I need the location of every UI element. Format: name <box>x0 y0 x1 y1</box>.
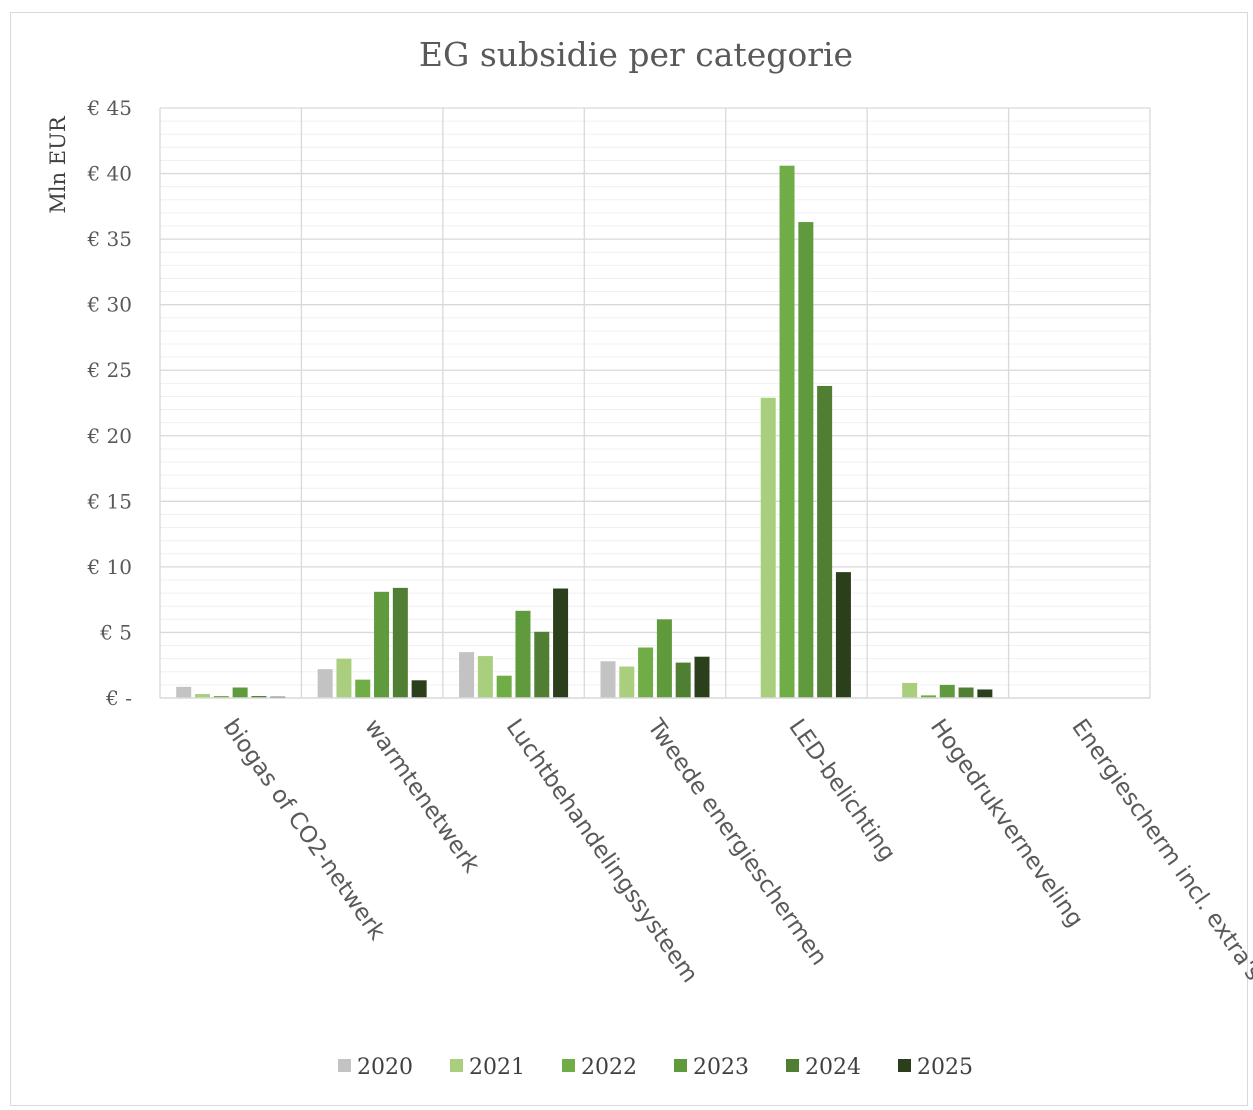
bar-2022 <box>779 165 795 698</box>
legend-swatch-2023 <box>674 1059 687 1072</box>
bar-2022 <box>496 675 512 698</box>
minor-gridlines <box>160 120 1150 686</box>
bar-2021 <box>902 682 918 698</box>
y-tick-label: € 15 <box>86 489 132 513</box>
bar-2023 <box>374 591 390 698</box>
category-gridlines <box>159 108 1151 698</box>
x-tick-label: biogas of CO2-netwerk <box>218 715 391 946</box>
bar-2023 <box>798 222 814 699</box>
legend-label-2024: 2024 <box>805 1055 861 1080</box>
y-tick-label: € - <box>105 686 132 710</box>
bar-2025 <box>694 656 710 698</box>
y-tick-label: € 45 <box>86 96 132 120</box>
legend-label-2023: 2023 <box>693 1055 749 1080</box>
x-tick-label: Energiescherm incl. extra's <box>1066 715 1253 986</box>
bar-2022 <box>920 695 936 698</box>
legend-swatch-2021 <box>450 1059 463 1072</box>
bar-2024 <box>251 696 267 698</box>
x-tick-label: LED-belichting <box>784 715 901 866</box>
bar-2021 <box>619 666 635 698</box>
bar-2024 <box>817 385 833 698</box>
bar-2021 <box>477 656 493 698</box>
y-tick-label: € 10 <box>86 555 132 579</box>
legend: 2020 2021 2022 2023 2024 2025 <box>338 1055 973 1080</box>
bar-2020 <box>176 686 192 698</box>
y-tick-label: € 35 <box>86 227 132 251</box>
y-tick-label: € 40 <box>86 162 132 186</box>
bar-2021 <box>760 397 776 698</box>
legend-swatch-2024 <box>786 1059 799 1072</box>
x-tick-label: warmtenetwerk <box>359 715 485 879</box>
legend-swatch-2022 <box>562 1059 575 1072</box>
bar-2020 <box>459 652 475 698</box>
bar-2022 <box>638 647 654 698</box>
bar-2024 <box>958 687 974 698</box>
legend-label-2025: 2025 <box>917 1055 973 1080</box>
legend-label-2020: 2020 <box>357 1055 413 1080</box>
bar-2025 <box>553 588 569 698</box>
bar-2024 <box>534 631 550 698</box>
bar-2024 <box>392 587 408 698</box>
bar-2020 <box>317 669 333 698</box>
bar-2025 <box>977 689 993 698</box>
y-tick-label: € 30 <box>86 293 132 317</box>
bar-2021 <box>195 694 211 698</box>
bar-2022 <box>355 679 371 698</box>
y-tick-labels: € - € 5 € 10 € 15 € 20 € 25 € 30 € 35 € 40 € 45 <box>86 96 132 710</box>
bar-2023 <box>939 684 955 698</box>
y-tick-label: € 5 <box>99 620 132 644</box>
bar-2025 <box>411 680 427 698</box>
y-tick-label: € 25 <box>86 358 132 382</box>
bar-2020 <box>600 661 616 698</box>
bar-2025 <box>835 572 851 698</box>
bar-2023 <box>232 687 248 698</box>
chart-frame <box>10 12 1248 1106</box>
bar-2023 <box>656 619 672 698</box>
legend-label-2022: 2022 <box>581 1055 637 1080</box>
chart-title: EG subsidie per categorie <box>419 35 853 74</box>
y-tick-label: € 20 <box>86 424 132 448</box>
legend-swatch-2020 <box>338 1059 351 1072</box>
y-axis-label: Mln EUR <box>46 115 70 213</box>
bar-2022 <box>213 696 229 698</box>
bar-2023 <box>515 610 531 698</box>
bar-2024 <box>675 662 691 698</box>
x-tick-label: Hogedrukverneveling <box>925 715 1088 933</box>
bars <box>176 165 993 699</box>
bar-2021 <box>336 658 352 698</box>
legend-label-2021: 2021 <box>469 1055 525 1080</box>
major-gridlines <box>160 107 1150 634</box>
legend-swatch-2025 <box>898 1059 911 1072</box>
